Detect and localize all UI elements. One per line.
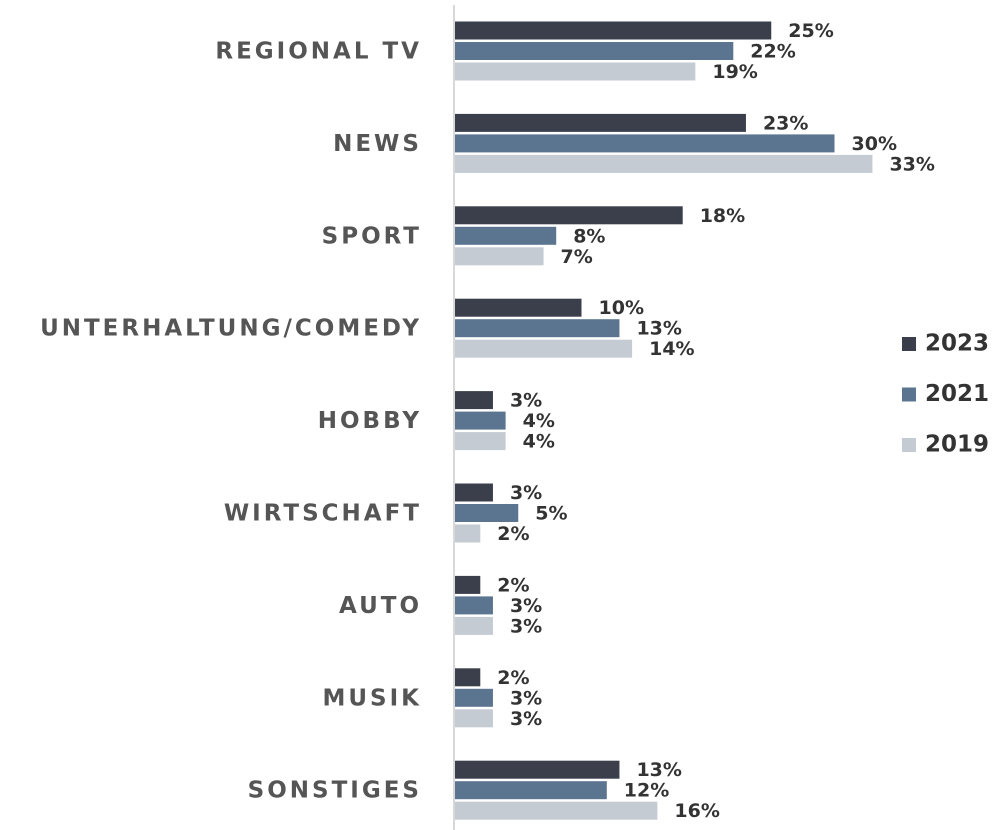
value-label: 2% bbox=[497, 523, 529, 545]
legend-label: 2023 bbox=[925, 331, 989, 357]
category-label: WIRTSCHAFT bbox=[224, 501, 422, 527]
value-label: 7% bbox=[561, 246, 593, 268]
value-label: 3% bbox=[510, 482, 542, 504]
bar bbox=[455, 134, 835, 153]
bar bbox=[455, 483, 493, 502]
legend-swatch bbox=[902, 337, 916, 351]
value-label: 30% bbox=[852, 133, 897, 155]
bar bbox=[455, 801, 658, 820]
value-label: 18% bbox=[700, 205, 745, 227]
category-label: HOBBY bbox=[318, 408, 422, 434]
value-label: 12% bbox=[624, 780, 669, 802]
bar bbox=[455, 206, 683, 225]
bar bbox=[455, 42, 734, 60]
value-label: 4% bbox=[523, 431, 555, 453]
category-label: REGIONAL TV bbox=[215, 39, 422, 65]
bar bbox=[455, 339, 633, 358]
value-label: 10% bbox=[599, 297, 644, 319]
category-label: SPORT bbox=[322, 223, 422, 249]
category-label: SONSTIGES bbox=[248, 778, 422, 804]
value-label: 22% bbox=[750, 41, 795, 63]
value-label: 25% bbox=[788, 20, 833, 42]
value-label: 13% bbox=[636, 759, 681, 781]
bar bbox=[455, 391, 493, 410]
bar bbox=[455, 113, 746, 132]
bar bbox=[455, 62, 696, 81]
bar bbox=[455, 298, 582, 317]
bar bbox=[455, 760, 620, 779]
value-label: 2% bbox=[497, 667, 529, 689]
category-label: UNTERHALTUNG/COMEDY bbox=[40, 316, 422, 342]
legend-label: 2019 bbox=[925, 432, 989, 458]
bar bbox=[455, 596, 493, 615]
bar bbox=[455, 226, 557, 245]
value-label: 16% bbox=[674, 800, 719, 822]
bar bbox=[455, 504, 519, 522]
bar bbox=[455, 524, 481, 543]
category-label: NEWS bbox=[333, 131, 422, 157]
value-label: 8% bbox=[573, 225, 605, 247]
bar bbox=[455, 154, 873, 173]
bar bbox=[455, 616, 493, 635]
bar bbox=[455, 575, 481, 594]
bar bbox=[455, 432, 506, 451]
legend-swatch bbox=[902, 387, 916, 402]
bar bbox=[455, 709, 493, 728]
bar bbox=[455, 319, 620, 338]
value-label: 3% bbox=[510, 595, 542, 617]
category-label: MUSIK bbox=[322, 685, 422, 711]
category-label: AUTO bbox=[339, 593, 422, 619]
value-label: 3% bbox=[510, 687, 542, 709]
legend-swatch bbox=[902, 438, 916, 452]
value-label: 14% bbox=[649, 338, 694, 360]
value-label: 2% bbox=[497, 574, 529, 596]
bar bbox=[455, 21, 772, 40]
bar bbox=[455, 781, 607, 800]
value-label: 3% bbox=[510, 390, 542, 412]
bar bbox=[455, 411, 506, 430]
bar bbox=[455, 688, 493, 707]
value-label: 5% bbox=[535, 503, 567, 525]
value-label: 23% bbox=[763, 112, 808, 134]
value-label: 3% bbox=[510, 708, 542, 730]
value-label: 19% bbox=[712, 61, 757, 83]
value-label: 3% bbox=[510, 615, 542, 637]
bar bbox=[455, 247, 544, 266]
value-label: 33% bbox=[889, 153, 934, 175]
value-label: 13% bbox=[636, 318, 681, 340]
value-label: 4% bbox=[523, 410, 555, 432]
legend-label: 2021 bbox=[925, 381, 989, 407]
bar bbox=[455, 668, 481, 687]
